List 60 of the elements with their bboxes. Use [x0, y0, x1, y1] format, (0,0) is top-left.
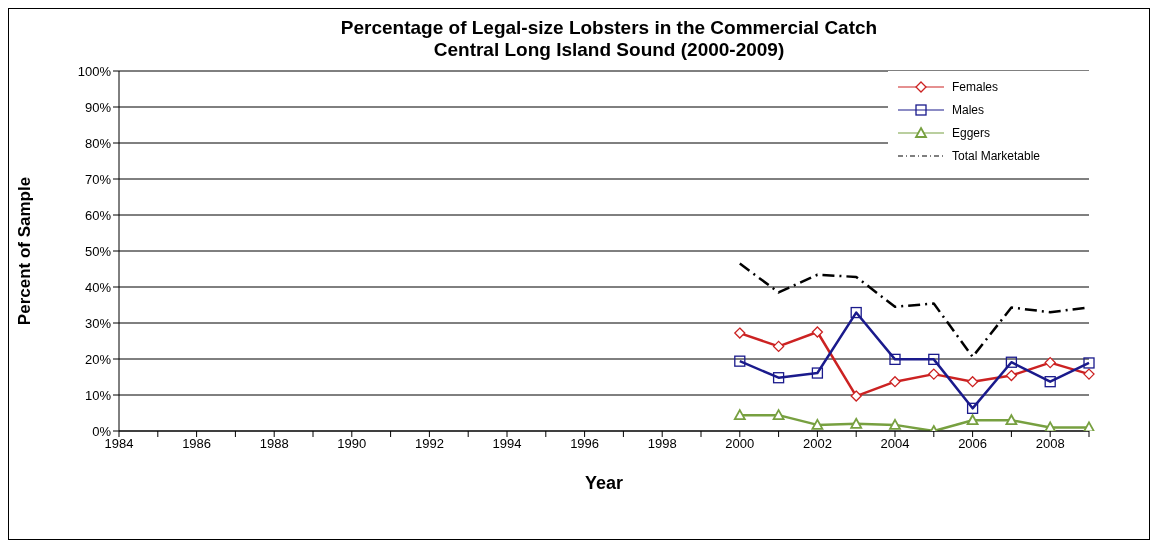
y-tick-label: 60%: [84, 207, 112, 223]
point: [1044, 421, 1057, 431]
point: [734, 327, 746, 339]
x-tick-label: 1998: [647, 436, 677, 452]
x-tick-label: 1990: [337, 436, 367, 452]
legend-label: Total Marketable: [952, 148, 1041, 163]
legend-label: Females: [952, 79, 999, 94]
legend-label: Eggers: [952, 125, 991, 140]
point: [928, 368, 940, 380]
y-tick-label: 0%: [92, 423, 112, 439]
point: [1044, 376, 1056, 388]
x-tick-label: 1984: [104, 436, 134, 452]
y-tick-label: 30%: [84, 315, 112, 331]
point: [1005, 356, 1018, 368]
point: [1005, 369, 1018, 382]
x-tick-label: 2004: [880, 436, 910, 452]
x-axis-title: Year: [584, 473, 624, 493]
legend-label: Males: [952, 102, 985, 117]
x-tick-label: 2008: [1035, 436, 1065, 452]
point: [889, 376, 901, 388]
y-tick-label: 100%: [77, 63, 112, 79]
y-tick-label: 40%: [84, 279, 112, 295]
point: [928, 353, 940, 366]
point: [811, 367, 824, 379]
x-tick-label: 1986: [182, 436, 212, 452]
point: [1005, 414, 1018, 426]
x-tick-label: 1992: [414, 436, 444, 452]
point: [850, 390, 862, 402]
y-tick-label: 10%: [84, 387, 112, 403]
point: [850, 306, 862, 319]
point: [1044, 356, 1056, 369]
point: [772, 409, 785, 421]
x-tick-label: 1996: [570, 436, 600, 452]
point: [734, 355, 746, 367]
y-tick-label: 20%: [84, 351, 112, 367]
point: [889, 418, 901, 430]
x-tick-label: 2006: [958, 436, 988, 452]
y-tick-label: 80%: [84, 135, 112, 151]
x-tick-label: 1988: [259, 436, 289, 452]
point: [966, 414, 979, 426]
point: [1083, 357, 1095, 369]
point: [850, 417, 863, 429]
y-tick-label: 70%: [84, 171, 112, 187]
x-tick-label: 2000: [725, 436, 755, 452]
point: [1083, 421, 1095, 431]
point: [966, 376, 979, 388]
chart-title: Percentage of Legal-size Lobsters in the Commercial Catch Central Long Island Sound (2000-2009): [339, 17, 879, 61]
point: [811, 418, 824, 430]
y-axis-title: Percent of Sample: [15, 176, 35, 326]
point: [1083, 368, 1095, 380]
point: [733, 409, 746, 421]
x-tick-label: 2002: [802, 436, 832, 452]
point: [772, 372, 785, 384]
y-tick-label: 50%: [84, 243, 112, 259]
point: [966, 402, 979, 414]
point: [889, 353, 901, 366]
y-tick-label: 90%: [84, 99, 112, 115]
x-tick-label: 1994: [492, 436, 522, 452]
point: [772, 340, 785, 353]
point: [811, 326, 824, 338]
